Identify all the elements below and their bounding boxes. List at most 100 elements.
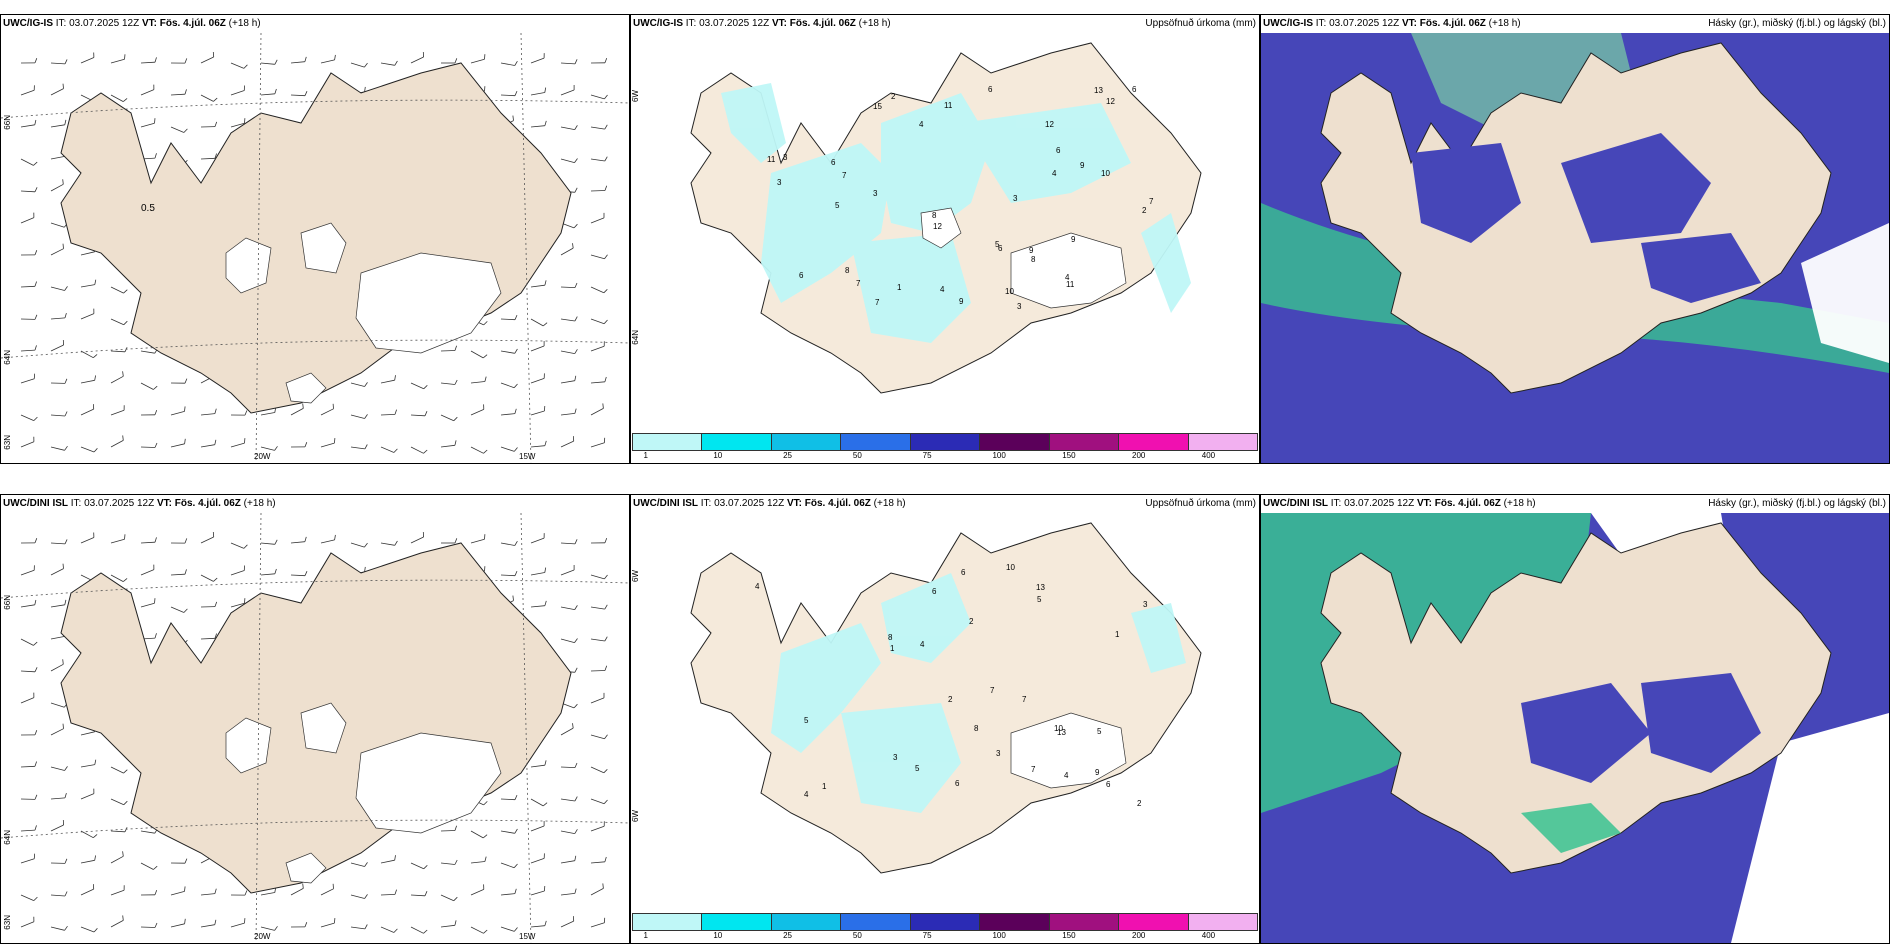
wind-barb [500,893,515,896]
wind-barb [530,410,545,416]
lat-label-64n: 64N [3,350,12,365]
glacier-langjokull [225,237,272,294]
precip-value-label: 5 [1097,727,1102,736]
wind-barb [590,286,604,294]
wind-barb [80,537,95,544]
wind-barb-feather [64,312,67,319]
wind-barb-feather [34,119,37,125]
wind-barb [110,440,124,448]
wind-barb-feather [574,605,578,610]
wind-barb [230,542,245,549]
wind-barb [590,606,605,610]
wind-barb-feather [34,599,37,605]
wind-barb-feather [364,862,368,867]
wind-barb [20,569,35,576]
legend-swatch [1049,914,1120,930]
precip-value-label: 3 [777,178,782,187]
wind-barb-feather [514,90,518,96]
wind-barb [20,604,35,608]
wind-barb [320,922,335,928]
wind-barb [410,56,424,64]
legend-bar [632,913,1258,931]
wind-barb [20,441,35,448]
legend-tick: 1 [643,931,648,940]
wind-barb-feather [34,345,37,351]
wind-barb-feather [572,243,574,249]
wind-barb [290,408,304,416]
precip-value-label: 4 [1052,169,1057,178]
wind-barb [110,889,125,896]
precip-value-label: 6 [998,244,1003,253]
wind-barb [500,350,515,354]
wind-barb-feather [574,888,577,894]
wind-barb [110,58,125,64]
precip-legend: 1 10 25 50 75 100 150 200 400 [631,913,1259,943]
wind-barb-feather [364,444,368,450]
wind-barb-feather [364,894,368,899]
wind-barb [350,414,365,419]
wind-barb [230,602,245,608]
wind-barb [50,702,65,708]
wind-barb-feather [123,289,128,294]
wind-barb [110,830,126,833]
wind-barb [110,409,125,416]
precip-value-label: 4 [1065,273,1070,282]
wind-barb-feather [154,118,156,124]
wind-barb-feather [544,120,547,126]
wind-barb [440,924,455,928]
wind-barb [560,766,576,768]
wind-barb-feather [274,88,277,94]
wind-barb [110,286,124,294]
wind-barb-feather [123,98,128,102]
wind-barb-feather [484,856,487,862]
wind-barb [260,62,275,65]
wind-barb [50,222,65,228]
precip-value-label: 15 [873,102,882,111]
wind-barb-feather [454,379,458,385]
wind-barb-feather [574,638,578,643]
wind-barb [590,190,606,192]
wind-barb-feather [122,371,124,377]
wind-barb [80,379,95,384]
wind-barb-feather [604,57,608,63]
precip-value-label: 13 [1036,583,1045,592]
wind-barb [110,920,124,928]
wind-barb-feather [123,800,128,805]
wind-barb [200,56,214,64]
precip-value-label: 6 [961,568,966,577]
wind-barb [170,443,185,448]
wind-barb-feather [574,667,578,673]
wind-barb [590,408,604,416]
wind-barb [80,284,95,288]
wind-barb-feather [243,544,248,549]
wind-barb [200,893,215,896]
wind-barb [50,604,65,608]
precip-value-label: 9 [1029,246,1034,255]
wind-barb-feather [574,375,577,381]
wind-barb-feather [213,97,218,102]
wind-barb [140,446,156,448]
wind-barb-feather [184,886,186,892]
wind-barb [50,766,65,771]
wind-barb-feather [64,286,68,291]
wind-barb [50,124,65,128]
wind-barb [260,542,275,545]
wind-barb-feather [34,667,38,672]
wind-barb-feather [604,537,608,543]
cloud-map-panel-bottom: UWC/DINI ISL IT: 03.07.2025 12Z VT: Fös.… [1260,494,1890,944]
wind-barb-feather [214,439,217,445]
wind-barb [470,830,484,839]
precip-value-label: 5 [995,240,1000,249]
legend-tick: 25 [783,451,793,460]
lon-label-15w: 15W [519,932,536,941]
wind-barb-feather [214,888,217,894]
precip-value-label: 12 [1106,97,1115,106]
wind-barb-feather [184,89,187,95]
wind-barb [80,830,94,839]
precip-value-label: 5 [804,716,809,725]
legend-tick: 10 [713,931,723,940]
wind-barb-feather [34,794,38,800]
wind-barb-feather [62,83,64,89]
panel-subtitle: Hásky (gr.), miðský (fj.bl.) og lágský (… [1708,498,1886,509]
wind-barb-feather [574,349,578,354]
